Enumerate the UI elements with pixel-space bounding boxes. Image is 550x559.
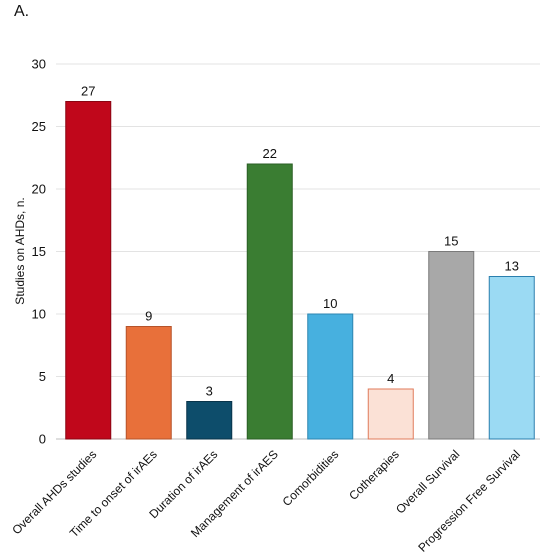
y-tick-label: 0 xyxy=(39,432,46,447)
x-tick-label: Comorbidities xyxy=(280,447,342,509)
x-tick-label: Progression Free Survival xyxy=(415,447,523,555)
y-axis-ticks: 0 5 10 15 20 25 30 xyxy=(32,57,46,447)
y-tick-label: 5 xyxy=(39,369,46,384)
x-tick-label: Cotherapies xyxy=(346,447,402,503)
data-label: 13 xyxy=(505,259,519,274)
data-label: 15 xyxy=(444,234,458,249)
data-labels: 27 9 3 22 10 4 15 13 xyxy=(81,84,519,399)
y-tick-label: 15 xyxy=(32,244,46,259)
bar xyxy=(488,276,535,440)
y-tick-label: 10 xyxy=(32,307,46,322)
data-label: 27 xyxy=(81,84,95,99)
bar xyxy=(186,401,233,440)
data-label: 10 xyxy=(323,296,337,311)
bar xyxy=(65,101,112,440)
data-label: 22 xyxy=(263,146,277,161)
bar xyxy=(428,251,475,440)
bar xyxy=(125,326,172,440)
y-axis-title: Studies on AHDs, n. xyxy=(13,197,27,304)
panel-label: A. xyxy=(14,3,30,20)
data-label: 4 xyxy=(387,371,394,386)
data-label: 3 xyxy=(206,384,213,399)
bars xyxy=(65,101,535,440)
bar xyxy=(307,313,354,440)
y-tick-label: 30 xyxy=(32,57,46,72)
x-tick-label: Overall Survival xyxy=(393,447,462,516)
bar xyxy=(246,163,293,440)
y-tick-label: 20 xyxy=(32,182,46,197)
y-tick-label: 25 xyxy=(32,119,46,134)
data-label: 9 xyxy=(145,309,152,324)
bar xyxy=(367,388,414,440)
